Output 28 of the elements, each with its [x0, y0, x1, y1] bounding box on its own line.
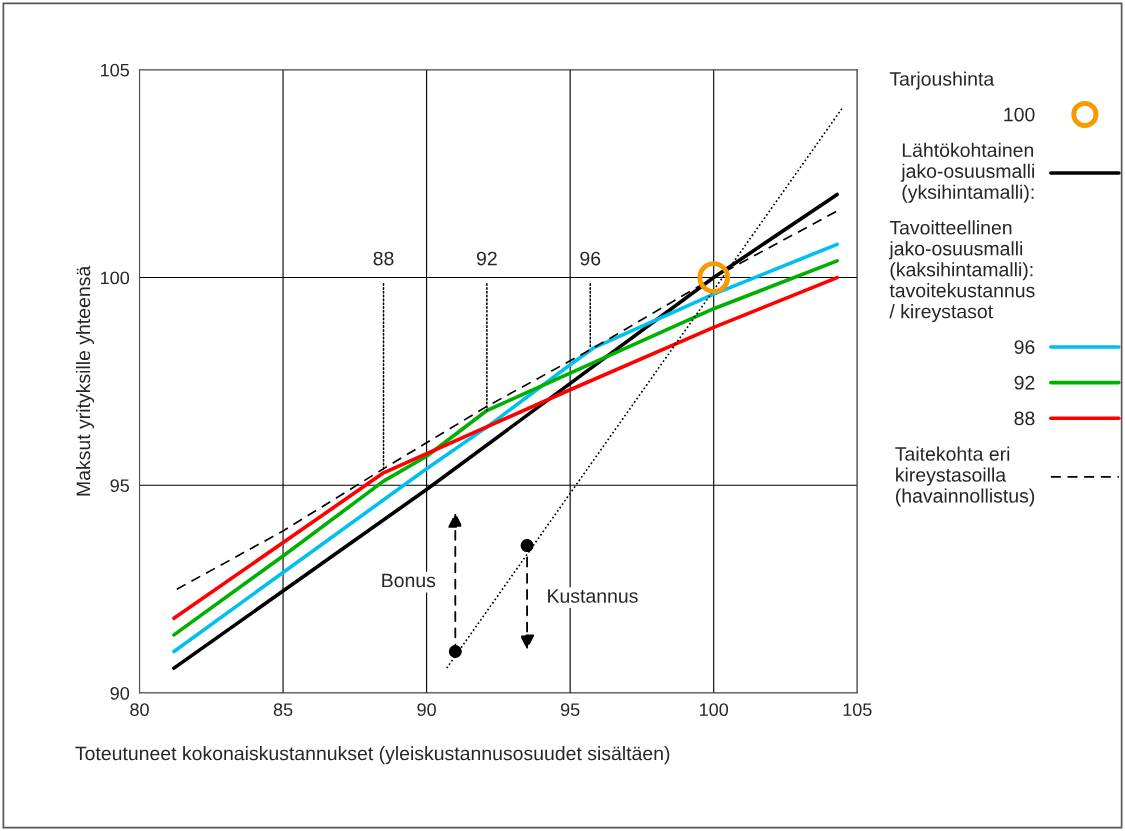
legend-label: 88 — [1014, 411, 1035, 426]
x-tick-label: 105 — [843, 703, 872, 717]
annotation: Bonus — [382, 573, 436, 588]
x-tick-label: 80 — [130, 703, 149, 717]
annotation: 88 — [373, 251, 394, 266]
y-tick-label: 95 — [110, 479, 130, 493]
legend-label: 100 — [1004, 107, 1035, 122]
annotation: 96 — [580, 251, 601, 266]
x-tick-label: 95 — [560, 703, 580, 717]
legend-label: 92 — [1014, 375, 1035, 390]
legend-label: Lähtökohtainen jako-osuusmalli (yksihintamalli): — [900, 142, 1034, 203]
y-tick-label: 90 — [110, 686, 130, 700]
point — [697, 261, 731, 294]
x-axis-title: Toteutuneet kokonaiskustannukset (yleiskustannusosuudet sisältäen) — [75, 746, 670, 765]
legend-label: 96 — [1014, 340, 1035, 354]
y-axis-title: Maksut yrityksille yhteensä — [75, 265, 95, 496]
x-tick-label: 85 — [273, 703, 293, 717]
legend-label: Taitekohta eri kireystasoilla (havainnollistus) — [895, 446, 1035, 507]
y-tick-label: 100 — [101, 271, 130, 285]
annotation: Kustannus — [548, 589, 638, 603]
legend-title: Tarjoushinta — [889, 71, 995, 90]
y-tick-label: 105 — [101, 63, 130, 77]
point — [520, 539, 534, 553]
text: Tavoitteellinen jako-osuusmalli (kaksihintamalli): tavoitekustannus / kireystasot — [888, 220, 1035, 323]
annotation: 92 — [476, 251, 497, 266]
x-tick-label: 90 — [417, 703, 436, 717]
x-tick-label: 100 — [700, 703, 729, 717]
point — [448, 644, 462, 659]
